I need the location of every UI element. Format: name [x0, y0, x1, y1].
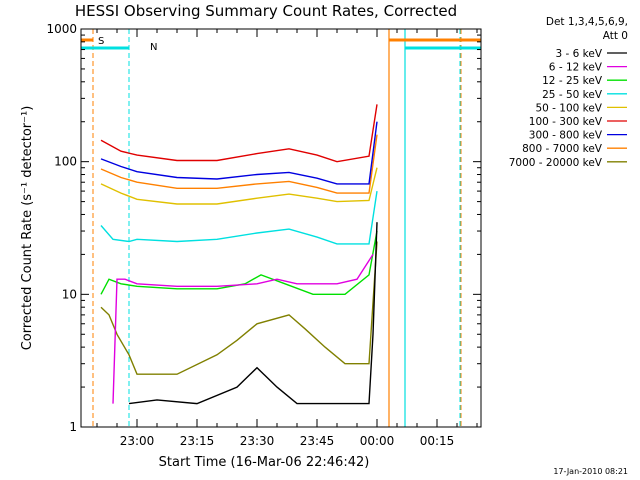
- legend-header-0: Det 1,3,4,5,6,9,: [546, 16, 628, 28]
- series-line-1: [112, 254, 374, 404]
- y-tick-label-2: 100: [54, 155, 77, 169]
- series-line-4: [100, 167, 378, 205]
- legend-entry-8: 7000 - 20000 keV: [509, 157, 603, 169]
- saa-label: S: [98, 36, 104, 47]
- series-line-5: [100, 104, 378, 163]
- chart-title: HESSI Observing Summary Count Rates, Cor…: [75, 2, 457, 20]
- x-tick-label-2: 23:30: [240, 434, 275, 448]
- legend: Det 1,3,4,5,6,9, Att 03 - 6 keV 6 - 12 keV…: [509, 16, 628, 169]
- legend-entry-2: 12 - 25 keV: [542, 75, 603, 87]
- legend-entry-7: 800 - 7000 keV: [522, 143, 603, 155]
- plot-frame: [80, 28, 482, 428]
- x-tick-label-0: 23:00: [120, 434, 155, 448]
- legend-entry-0: 3 - 6 keV: [555, 48, 602, 60]
- x-tick-label-3: 23:45: [300, 434, 335, 448]
- series-line-2: [100, 230, 378, 295]
- x-axis-label: Start Time (16-Mar-06 22:46:42): [159, 455, 370, 470]
- legend-entry-5: 100 - 300 keV: [529, 116, 603, 128]
- series-line-3: [100, 190, 378, 245]
- legend-header-1: Att 0: [603, 30, 628, 42]
- y-tick-label-3: 1000: [46, 22, 77, 36]
- footer-timestamp: 17-Jan-2010 08:21: [553, 467, 628, 476]
- night-label: N: [150, 42, 157, 53]
- series-line-6: [100, 121, 378, 185]
- legend-entry-1: 6 - 12 keV: [549, 62, 603, 74]
- legend-entry-6: 300 - 800 keV: [529, 130, 603, 142]
- series-line-0: [128, 222, 378, 405]
- x-tick-label-4: 00:00: [360, 434, 395, 448]
- y-tick-label-1: 10: [62, 287, 77, 301]
- series-line-7: [100, 134, 378, 194]
- legend-entry-3: 25 - 50 keV: [542, 89, 603, 101]
- y-tick-label-0: 1: [69, 420, 77, 434]
- y-axis-label: Corrected Count Rate (s⁻¹ detector⁻¹): [20, 106, 35, 351]
- x-tick-label-5: 00:15: [420, 434, 455, 448]
- x-tick-label-1: 23:15: [180, 434, 215, 448]
- legend-entry-4: 50 - 100 keV: [535, 102, 602, 114]
- series-line-8: [100, 241, 378, 375]
